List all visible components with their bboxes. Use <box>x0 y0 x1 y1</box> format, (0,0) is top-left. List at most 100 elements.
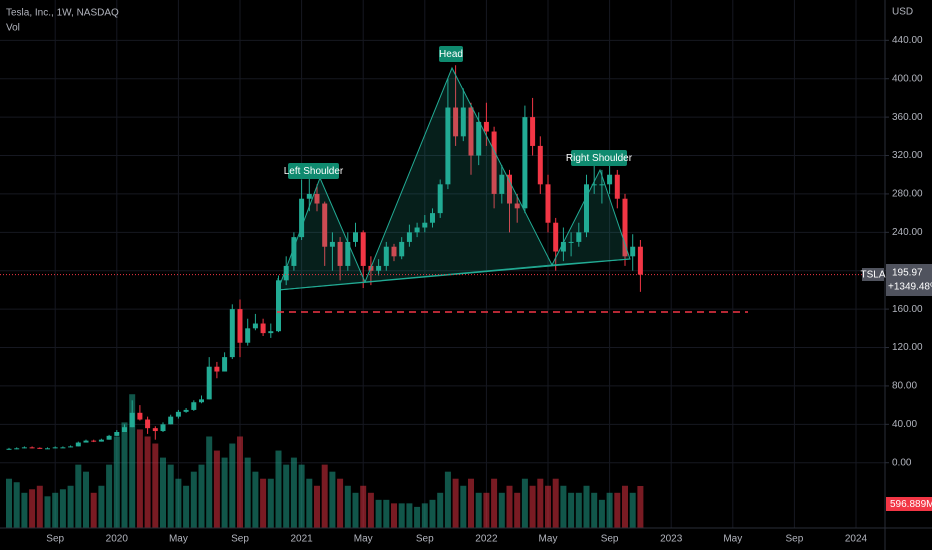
volume-bar <box>298 464 305 528</box>
candle-body <box>376 265 382 271</box>
x-tick-label: Sep <box>231 534 249 545</box>
volume-title: Vol <box>6 23 20 34</box>
volume-bar <box>506 485 513 528</box>
volume-bar <box>583 485 590 528</box>
volume-bar <box>391 503 397 528</box>
volume-bar <box>606 492 613 528</box>
candle-body <box>37 447 43 449</box>
x-tick-label: Sep <box>46 534 64 545</box>
candle-body <box>576 232 582 242</box>
volume-bar <box>483 492 490 528</box>
candle-body <box>6 448 12 450</box>
volume-bar <box>21 492 28 528</box>
candle-body <box>160 424 166 432</box>
candle-body <box>91 440 97 442</box>
y-tick-label: 120.00 <box>892 342 923 353</box>
candle-body <box>353 232 358 242</box>
pattern: Left Shoulder Head Right Shoulder <box>277 46 748 313</box>
candle-body <box>637 246 643 275</box>
candle-body <box>399 241 405 257</box>
x-tick-label: May <box>723 534 742 545</box>
candle-body <box>45 448 50 450</box>
candle-body <box>75 442 81 447</box>
symbol: TSLA <box>860 270 885 281</box>
last-volume: 596.889M <box>890 499 932 510</box>
candle-body <box>299 198 305 238</box>
y-tick-label: 80.00 <box>892 381 917 392</box>
volume-bar <box>444 471 451 528</box>
volume-bar <box>383 499 390 528</box>
candle-body <box>152 428 158 432</box>
chart-title: Tesla, Inc., 1W, NASDAQ <box>6 8 119 19</box>
volume-bar <box>306 478 313 528</box>
annotation: Head <box>439 49 463 60</box>
volume-bar <box>152 443 159 528</box>
candle-body <box>98 439 104 442</box>
candle-body <box>276 280 281 332</box>
volume-bar <box>144 436 151 528</box>
volume-bar <box>67 485 74 528</box>
candle-body <box>345 241 351 266</box>
x-tick-label: 2022 <box>475 534 498 545</box>
volume-bar <box>314 485 320 528</box>
candle-body <box>414 227 420 233</box>
volume-bar <box>198 464 205 528</box>
volume-bar <box>591 492 598 528</box>
candle-body <box>607 174 613 185</box>
candle-body <box>483 121 489 132</box>
volume-bar <box>29 489 36 528</box>
volume-bar <box>575 492 582 528</box>
volume-bar <box>267 478 274 528</box>
candle-body <box>222 357 228 372</box>
x-tick-label: Sep <box>416 534 434 545</box>
volume-bar <box>437 492 444 528</box>
volume-bar <box>59 489 66 528</box>
candle-body <box>168 416 174 425</box>
volume-bar <box>83 471 89 528</box>
axis-layer: 0.0040.0080.00120.00160.00200.00240.0028… <box>46 35 923 545</box>
y-tick-label: 280.00 <box>892 189 923 200</box>
volume-bar <box>121 422 128 528</box>
volume-bar <box>75 464 82 528</box>
x-tick-label: 2024 <box>845 534 868 545</box>
volume-bar <box>529 485 536 528</box>
candle-body <box>206 366 212 400</box>
candle-body <box>422 222 428 228</box>
y-tick-label: 0.00 <box>892 457 912 468</box>
candle-body <box>21 447 27 449</box>
volume-layer <box>6 394 644 528</box>
x-tick-label: May <box>354 534 373 545</box>
candle-body <box>560 241 566 252</box>
y-tick-label: 320.00 <box>892 150 923 161</box>
candle-body <box>476 121 482 156</box>
candle-body <box>360 232 366 266</box>
volume-bar <box>260 478 267 528</box>
volume-bar <box>375 499 382 528</box>
candle-body <box>83 440 89 443</box>
volume-bar <box>360 485 367 528</box>
volume-bar <box>206 436 213 528</box>
candle-body <box>68 446 74 448</box>
volume-bar <box>344 485 351 528</box>
volume-bar <box>598 499 605 528</box>
candle-body <box>537 145 543 185</box>
candle-body <box>337 241 343 266</box>
candle-body <box>584 184 589 233</box>
x-tick-label: Sep <box>601 534 619 545</box>
candle-body <box>553 222 559 252</box>
x-tick-label: 2021 <box>290 534 313 545</box>
candle-body <box>14 448 20 450</box>
candle-body <box>622 198 628 257</box>
candle-body <box>437 184 443 214</box>
candle-body <box>260 323 266 334</box>
candle-body <box>129 412 135 428</box>
volume-bar <box>406 503 413 528</box>
candle-body <box>106 435 112 440</box>
head-shape <box>364 66 553 283</box>
candle-body <box>507 174 512 204</box>
volume-bar <box>290 457 297 528</box>
candle-body <box>499 174 505 194</box>
y-tick-label: 40.00 <box>892 419 917 430</box>
volume-bar <box>98 485 105 528</box>
